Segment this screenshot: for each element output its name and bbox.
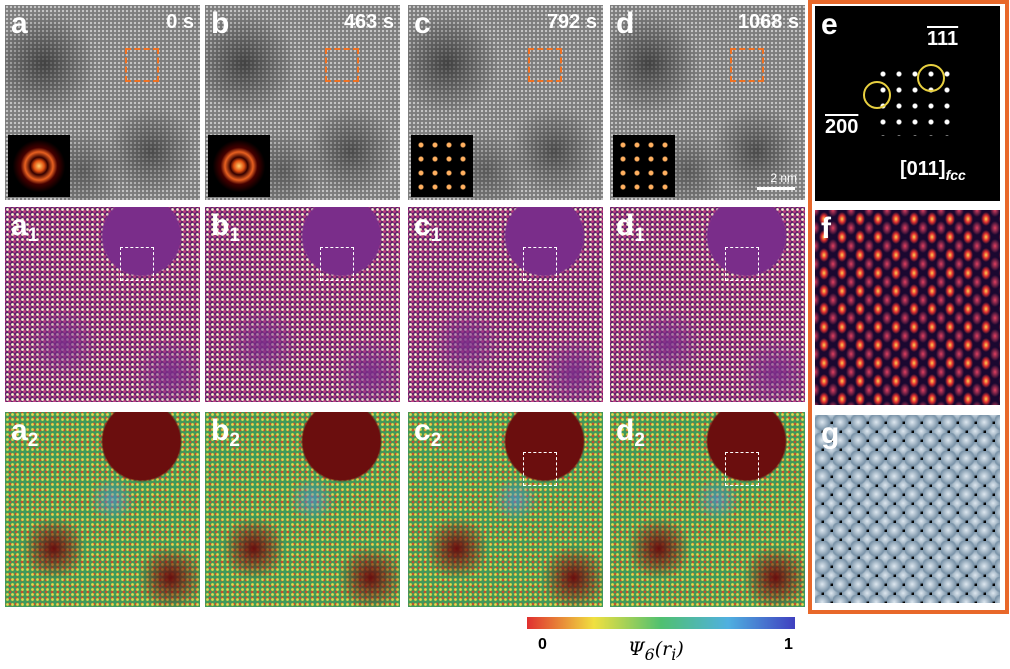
panel-label: b2 — [211, 414, 240, 458]
panel-label: c2 — [414, 414, 441, 458]
roi-box — [125, 48, 159, 82]
label-text: b — [211, 414, 230, 447]
panel-label: d2 — [616, 414, 645, 458]
roi-box — [523, 452, 557, 486]
close: ) — [676, 638, 684, 660]
panel-label: a1 — [11, 209, 38, 253]
label-text: c — [414, 414, 431, 447]
image-panel: b2 — [205, 412, 400, 607]
fft-inset — [208, 135, 270, 197]
label-sub: 2 — [430, 430, 442, 451]
colorbar-label: Ψ6(ri) — [628, 638, 684, 664]
roi-box — [320, 247, 354, 281]
roi-box — [730, 48, 764, 82]
panel-label: b1 — [211, 209, 240, 253]
label-sub: 2 — [634, 430, 645, 451]
label-text: a — [11, 209, 28, 242]
label-text: a — [11, 7, 28, 40]
image-panel: c2 — [408, 412, 603, 607]
panel-label: d — [616, 7, 634, 41]
zone-axis: [011]fcc — [900, 158, 966, 183]
symbol: Ψ — [628, 638, 645, 660]
panel-frame — [808, 0, 1009, 614]
roi-box — [725, 452, 759, 486]
time-label: 463 s — [343, 11, 394, 33]
image-panel: c1 — [408, 207, 603, 402]
panel-e: e 111 200 [011]fcc — [815, 6, 1000, 201]
panel-label: e — [821, 8, 838, 41]
image-panel: d 1068 s 2 nm — [610, 5, 805, 200]
label-text: a — [11, 414, 28, 447]
time-label: 0 s — [166, 11, 194, 33]
image-panel: a1 — [5, 207, 200, 402]
panel-f: f — [815, 210, 1000, 405]
label-sub: 2 — [27, 430, 39, 451]
fft-inset — [8, 135, 70, 197]
panel-label: d1 — [616, 209, 645, 253]
colorbar-max: 1 — [784, 636, 793, 653]
label-text: d — [616, 414, 635, 447]
zone-sub: fcc — [945, 167, 966, 183]
image-panel: d1 — [610, 207, 805, 402]
spot-circle — [863, 81, 891, 109]
fft-inset — [411, 135, 473, 197]
image-panel: d2 — [610, 412, 805, 607]
roi-box — [120, 247, 154, 281]
symbol-sub: 6 — [644, 644, 655, 664]
panel-label: a2 — [11, 414, 38, 458]
spot-label: 200 — [825, 116, 859, 138]
time-label: 1068 s — [737, 11, 799, 33]
panel-label: b — [211, 7, 229, 41]
panel-label: f — [821, 212, 831, 245]
fft-inset — [613, 135, 675, 197]
label-sub: 2 — [229, 430, 240, 451]
zone-text: [011] — [900, 158, 946, 180]
roi-box — [523, 247, 557, 281]
arg-sub: i — [671, 644, 677, 664]
panel-label: a — [11, 7, 28, 41]
image-panel: b1 — [205, 207, 400, 402]
label-text: c — [414, 209, 431, 242]
label-text: b — [211, 7, 230, 40]
colorbar-min: 0 — [538, 636, 547, 653]
time-label: 792 s — [546, 11, 597, 33]
label-text: b — [211, 209, 230, 242]
label-text: c — [414, 7, 431, 40]
panel-label: c1 — [414, 209, 441, 253]
label-sub: 1 — [430, 225, 442, 246]
panel-g: g — [815, 415, 1000, 603]
image-panel: a2 — [5, 412, 200, 607]
image-panel: b 463 s — [205, 5, 400, 200]
label-sub: 1 — [229, 225, 240, 246]
roi-box — [725, 247, 759, 281]
label-text: d — [616, 209, 635, 242]
colorbar — [527, 617, 795, 629]
label-sub: 1 — [634, 225, 645, 246]
spot-circle — [917, 64, 945, 92]
arg: (r — [654, 638, 672, 660]
scale-bar — [757, 187, 795, 190]
panel-label: g — [821, 417, 840, 450]
image-panel: a 0 s — [5, 5, 200, 200]
label-sub: 1 — [27, 225, 39, 246]
roi-box — [528, 48, 562, 82]
label-text: d — [616, 7, 635, 40]
roi-box — [325, 48, 359, 82]
scale-label: 2 nm — [770, 171, 797, 185]
panel-label: c — [414, 7, 431, 41]
spot-label: 111 — [927, 28, 959, 50]
image-panel: c 792 s — [408, 5, 603, 200]
